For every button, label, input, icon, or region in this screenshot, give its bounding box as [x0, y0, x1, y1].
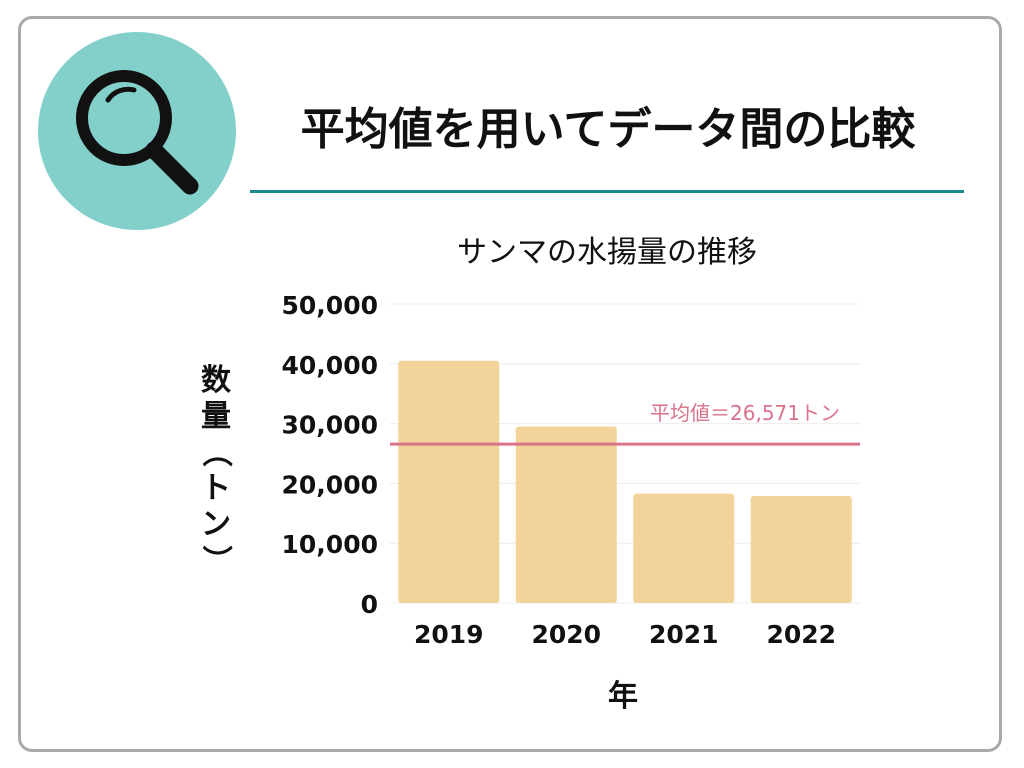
icon-badge — [38, 32, 236, 230]
x-tick-labels: 2019 2020 2021 2022 — [414, 620, 836, 649]
y-tick-label: 20,000 — [282, 470, 378, 499]
x-axis-label: 年 — [608, 679, 638, 714]
chart-title: サンマの水揚量の推移 — [457, 235, 757, 270]
y-axis-label-char: （ — [198, 437, 233, 467]
average-line-label: 平均値＝26,571トン — [650, 401, 840, 425]
y-axis-label-char: ン — [201, 507, 231, 542]
x-tick-label: 2020 — [531, 620, 601, 649]
y-tick-label: 10,000 — [282, 530, 378, 559]
y-axis-label-char: 量 — [201, 399, 231, 434]
y-axis-label-char: 数 — [201, 363, 232, 398]
y-tick-label: 0 — [361, 590, 378, 619]
y-axis-label-char: ト — [201, 471, 231, 506]
x-tick-label: 2021 — [649, 620, 719, 649]
title-divider — [250, 190, 964, 193]
y-tick-label: 40,000 — [282, 351, 378, 380]
y-tick-label: 50,000 — [282, 291, 378, 320]
bars — [398, 360, 852, 603]
bar-2019 — [398, 360, 500, 603]
x-tick-label: 2019 — [414, 620, 484, 649]
page-title: 平均値を用いてデータ間の比較 — [300, 104, 916, 155]
y-axis-label: 数量（ トン） — [198, 363, 233, 575]
bar-2020 — [515, 426, 617, 603]
bar-2021 — [633, 493, 735, 603]
y-tick-labels: 0 10,000 20,000 30,000 40,000 50,000 — [282, 291, 378, 619]
average-line-group: 平均値＝26,571トン — [390, 401, 860, 446]
y-tick-label: 30,000 — [282, 411, 378, 440]
y-axis-label-char: ） — [198, 545, 233, 575]
bar-2022 — [750, 495, 852, 603]
magnifying-glass-icon — [76, 70, 199, 195]
x-tick-label: 2022 — [766, 620, 836, 649]
